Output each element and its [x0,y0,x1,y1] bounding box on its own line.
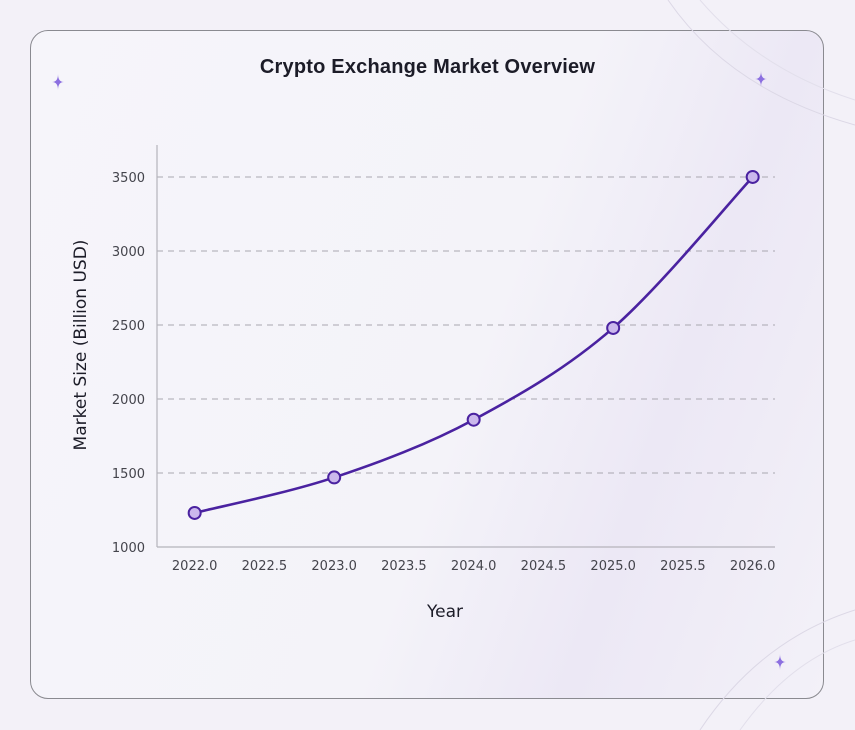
sparkle-icon [755,71,767,87]
x-tick-label: 2025.5 [660,559,706,574]
series-line [194,176,754,515]
data-point [745,169,760,184]
x-tick-label: 2023.5 [381,559,427,574]
y-tick-label: 2000 [112,393,145,408]
x-tick-label: 2026.0 [730,559,776,574]
chart-card [30,30,824,699]
x-tick-label: 2022.0 [172,559,218,574]
y-tick-label: 3500 [112,171,145,186]
decor-arc [699,609,855,730]
x-tick-label: 2023.0 [311,559,357,574]
data-point [466,412,481,427]
y-tick-label: 2500 [112,319,145,334]
x-axis-label: Year [426,602,463,622]
sparkle-icon [774,654,786,670]
data-point [327,470,342,485]
sparkle-icon [52,74,64,90]
data-point [187,505,202,520]
y-tick-label: 1500 [112,467,145,482]
chart-title: Crypto Exchange Market Overview [259,56,596,78]
data-point [606,320,621,335]
x-tick-label: 2025.0 [590,559,636,574]
decor-arc [699,0,855,101]
y-tick-label: 3000 [112,245,145,260]
y-axis-label: Market Size (Billion USD) [71,240,91,451]
x-tick-label: 2024.5 [521,559,567,574]
x-tick-label: 2022.5 [242,559,288,574]
y-tick-label: 1000 [112,541,145,556]
decor-arc [739,639,855,730]
x-tick-label: 2024.0 [451,559,497,574]
decor-arc [667,0,855,126]
